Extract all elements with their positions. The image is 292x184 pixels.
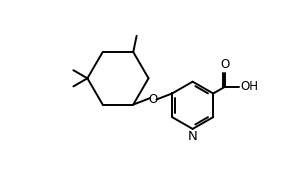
- Text: O: O: [220, 58, 230, 71]
- Text: N: N: [188, 130, 197, 143]
- Text: O: O: [148, 93, 157, 106]
- Text: OH: OH: [240, 80, 258, 93]
